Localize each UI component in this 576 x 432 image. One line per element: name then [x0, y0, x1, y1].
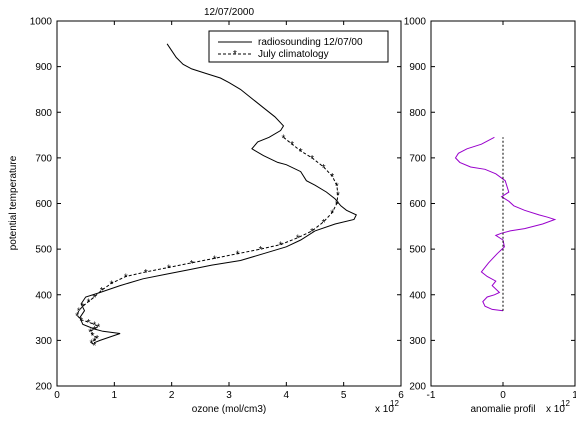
main-y-tick-label: 600	[35, 199, 52, 210]
main-series-marker: *	[299, 147, 303, 158]
main-series-marker: *	[279, 241, 283, 252]
legend-label-radiosounding: radiosounding 12/07/00	[258, 37, 363, 48]
main-series-marker: *	[88, 327, 92, 338]
legend-box	[208, 30, 389, 63]
main-series-marker: *	[335, 181, 339, 192]
main-series-marker: *	[92, 336, 96, 347]
main-series-marker: *	[322, 218, 326, 229]
anomaly-x-tick-label: 0	[500, 390, 506, 401]
main-series-marker: *	[259, 245, 263, 256]
main-series-marker: *	[79, 316, 83, 327]
main-x-multiplier-base: x 10	[375, 404, 394, 415]
anomaly-y-tick-label: 500	[409, 245, 426, 256]
main-series-marker: *	[96, 323, 100, 334]
main-y-tick-label: 500	[35, 245, 52, 256]
main-y-tick-label: 300	[35, 336, 52, 347]
anomaly-chart: anomalie profil x 10 12 -1 0 1 200 300 400 50…	[404, 17, 576, 416]
main-x-ticks: 0 1 2 3 4 5 6	[54, 21, 404, 401]
main-series-marker: *	[310, 227, 314, 238]
anomaly-x-tick-label: -1	[427, 390, 436, 401]
main-series-marker: *	[110, 279, 114, 290]
main-series-marker: *	[92, 325, 96, 336]
anomaly-y-tick-label: 1000	[404, 17, 427, 28]
anomaly-plot-frame	[430, 20, 576, 387]
main-series-marker: *	[92, 293, 96, 304]
main-series-line-0	[79, 43, 357, 344]
anomaly-y-tick-label: 300	[409, 336, 426, 347]
main-y-tick-label: 400	[35, 290, 52, 301]
main-series-marker: *	[92, 320, 96, 331]
main-series-marker: *	[92, 341, 96, 352]
anomaly-x-tick-label: 1	[572, 390, 576, 401]
legend-label-climatology: July climatology	[258, 49, 329, 60]
main-series-marker: *	[95, 334, 99, 345]
main-series-marker: *	[124, 273, 128, 284]
main-x-tick-label: 3	[226, 390, 232, 401]
main-y-axis-label: potential temperature	[8, 155, 19, 250]
main-series-marker: *	[213, 254, 217, 265]
main-chart-title: 12/07/2000	[204, 7, 254, 18]
anomaly-y-tick-label: 400	[409, 290, 426, 301]
main-series-marker: *	[330, 172, 334, 183]
main-x-tick-label: 0	[54, 390, 60, 401]
anomaly-series-line-0	[454, 136, 557, 312]
main-y-ticks: 200 300 400 500 600 700 800 900 1000	[30, 17, 401, 393]
main-series-line-1	[76, 136, 339, 346]
main-y-tick-label: 700	[35, 153, 52, 164]
main-x-tick-label: 4	[284, 390, 290, 401]
main-series-marker: *	[310, 154, 314, 165]
anomaly-series-layer	[454, 136, 557, 312]
legend-star-marker: *	[233, 49, 237, 60]
main-series-marker: *	[100, 286, 104, 297]
anomaly-x-multiplier: x 10 12	[546, 399, 570, 415]
main-plot-frame	[56, 20, 402, 387]
main-series-marker: *	[77, 307, 81, 318]
anomaly-y-tick-label: 800	[409, 108, 426, 119]
main-series-marker: *	[236, 250, 240, 261]
main-x-axis-label: ozone (mol/cm3)	[192, 404, 266, 415]
main-series-marker: *	[330, 209, 334, 220]
main-x-multiplier-exponent: 12	[390, 399, 399, 408]
main-y-tick-label: 200	[35, 382, 52, 393]
main-series-marker: *	[335, 200, 339, 211]
main-y-tick-label: 900	[35, 62, 52, 73]
anomaly-y-tick-label: 600	[409, 199, 426, 210]
main-y-tick-label: 1000	[30, 17, 53, 28]
main-y-tick-label: 800	[35, 108, 52, 119]
main-series-marker: *	[282, 133, 286, 144]
main-x-tick-label: 6	[398, 390, 404, 401]
anomaly-y-tick-label: 200	[409, 382, 426, 393]
main-series-marker: *	[290, 140, 294, 151]
legend: radiosounding 12/07/00 * July climatolog…	[208, 30, 389, 63]
main-series-marker: *	[144, 268, 148, 279]
main-series-marker: *	[75, 311, 79, 322]
main-series-marker: *	[336, 190, 340, 201]
anomaly-y-ticks: 200 300 400 500 600 700 800 900 1000	[404, 17, 575, 393]
main-x-multiplier: x 10 12	[375, 399, 399, 415]
anomaly-x-multiplier-base: x 10	[546, 404, 565, 415]
main-x-tick-label: 2	[169, 390, 175, 401]
main-chart: 12/07/2000 ozone (mol/cm3) potential tem…	[8, 7, 404, 415]
anomaly-x-ticks: -1 0 1	[427, 21, 576, 401]
main-series-marker: *	[190, 259, 194, 270]
main-series-marker: *	[322, 163, 326, 174]
anomaly-x-axis-label: anomalie profil	[470, 404, 535, 415]
main-series-marker: *	[87, 318, 91, 329]
main-series-marker: *	[167, 263, 171, 274]
main-x-tick-label: 1	[112, 390, 118, 401]
main-series-layer: **************************** * * * **** ****	[75, 43, 357, 352]
main-series-marker: *	[87, 298, 91, 309]
anomaly-y-tick-label: 700	[409, 153, 426, 164]
main-series-marker: *	[296, 234, 300, 245]
main-series-marker: *	[81, 302, 85, 313]
main-series-marker: *	[91, 331, 95, 342]
main-series-marker: *	[89, 339, 93, 350]
anomaly-x-multiplier-exponent: 12	[561, 399, 570, 408]
main-x-tick-label: 5	[341, 390, 347, 401]
anomaly-y-tick-label: 900	[409, 62, 426, 73]
